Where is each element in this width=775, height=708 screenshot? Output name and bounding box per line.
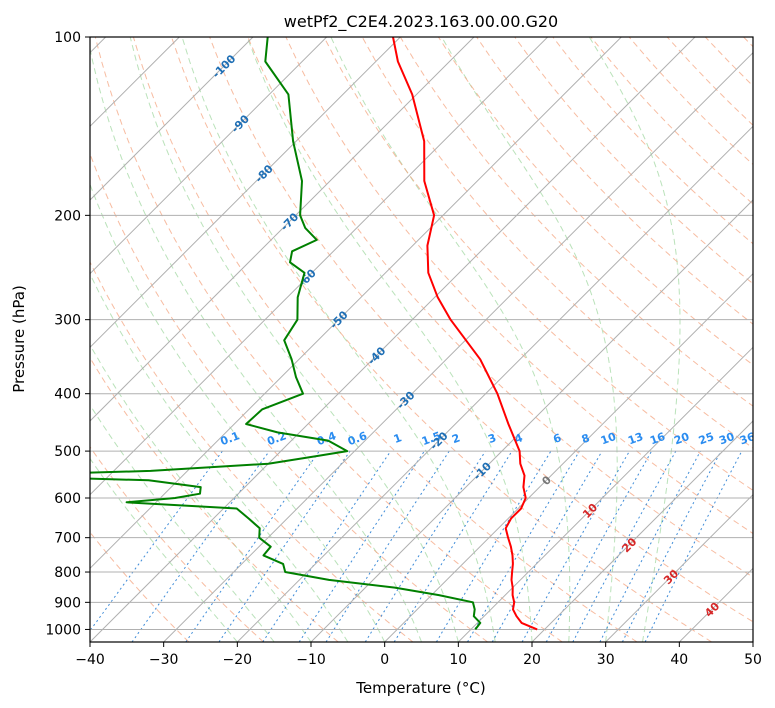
y-tick-label: 200 [54,208,81,224]
y-axis-ticks: 100 200 300 400 500 600 700 800 900 1000 [45,30,90,638]
mixing-ratio-label: 25 [697,430,716,447]
dry-adiabat [132,37,638,642]
y-tick-label: 400 [54,387,81,403]
mixing-ratio-line [521,450,630,642]
x-axis-label: Temperature (°C) [355,679,485,697]
mixing-ratio-line [185,450,320,642]
mixing-ratio-line [572,450,677,642]
y-tick-label: 300 [54,313,81,329]
isotherm-gridline [90,37,549,496]
pressure-gridlines [90,37,753,630]
isotherm-gridline [90,37,475,422]
x-tick-label: 50 [744,652,762,668]
moist-adiabat [90,404,275,642]
dry-adiabat [476,37,753,325]
isotherm-gridline [90,37,328,275]
x-axis-ticks: −40 −30 −20 −10 0 10 20 30 40 50 [75,642,762,668]
mixing-ratio-label: 0.6 [346,429,369,448]
moist-adiabat [246,37,533,642]
isotherm-gridline [90,37,254,201]
moist-adiabat [90,46,422,642]
mixing-ratio-label: 20 [672,430,691,448]
mixing-ratio-label: 8 [580,431,592,446]
mixing-ratio-lines [90,450,743,642]
moist-adiabat [330,37,571,642]
dewpoint-profile-line [90,37,482,631]
dry-adiabat [323,37,753,491]
mixing-ratio-label: 10 [599,430,618,448]
mixing-ratio-line [90,450,223,632]
mixing-ratio-label: 2 [450,431,462,446]
dry-adiabat [514,37,753,285]
isotherm-gridline [90,37,401,349]
isotherm-gridline [310,199,753,642]
isotherm-gridline [90,37,696,642]
x-tick-label: 10 [449,652,467,668]
x-tick-label: −30 [149,652,179,668]
dry-adiabat [90,260,414,642]
isotherm-gridline [605,493,753,642]
isotherm-gridline [457,346,753,642]
moist-adiabat [441,37,618,642]
mixing-ratio-line [393,450,513,642]
x-tick-label: −10 [296,652,326,668]
y-tick-label: 1000 [45,622,81,638]
mixing-ratio-labels: 0.1 0.2 0.4 0.6 1 1.5 2 3 4 6 8 10 13 16 20 25 30 36 [219,429,757,448]
dry-adiabat [209,37,753,623]
mixing-ratio-label: 3 [486,431,498,446]
moist-adiabat [588,37,681,642]
dry-adiabat [247,37,753,578]
mixing-ratio-line [491,450,603,642]
temperature-profile-line [392,37,538,631]
mixing-ratio-line [621,450,722,642]
mixing-ratio-label: 0.1 [219,429,242,448]
mixing-ratio-label: 6 [551,431,563,446]
mixing-ratio-line [298,450,425,642]
mixing-ratio-line [364,450,486,642]
mixing-ratio-label: 36 [738,430,757,448]
mixing-ratio-label: 16 [648,430,667,448]
moist-adiabat [129,37,459,642]
isotherm-gridline [236,125,753,642]
dry-adiabat [285,37,753,535]
moist-adiabat [90,182,386,642]
x-tick-label: 20 [523,652,541,668]
mixing-ratio-line [644,450,743,642]
mixing-ratio-line [599,450,701,642]
x-tick-label: 30 [597,652,615,668]
mixing-ratio-label: 30 [717,430,736,448]
moist-adiabat [90,272,349,642]
mixing-ratio-label: 1 [392,431,404,446]
dry-adiabat [90,446,264,642]
dry-adiabat [94,37,563,642]
dry-adiabats [90,37,753,642]
x-tick-label: −20 [223,652,253,668]
isotherm-gridline [384,272,753,642]
profile-lines [90,37,538,631]
isotherm-gridline [531,420,753,642]
chart-title: wetPf2_C2E4.2023.163.00.00.G20 [284,12,558,32]
x-tick-label: 0 [380,652,389,668]
y-tick-label: 600 [54,491,81,507]
y-axis-label: Pressure (hPa) [10,285,28,393]
x-tick-label: −40 [75,652,105,668]
y-tick-label: 500 [54,444,81,460]
x-tick-label: 40 [670,652,688,668]
mixing-ratio-line [325,450,450,642]
mixing-ratio-line [545,450,653,642]
y-tick-label: 800 [54,565,81,581]
plot-frame [89,36,754,643]
mixing-ratio-label: 13 [626,430,645,447]
y-tick-label: 700 [54,531,81,547]
isotherm-gridline [90,37,622,570]
moist-adiabat [90,457,238,642]
y-tick-label: 100 [54,30,81,46]
y-tick-label: 900 [54,595,81,611]
mixing-ratio-label: 1.5 [420,429,443,448]
dry-adiabat [171,37,712,642]
mixing-ratio-label: 4 [513,431,525,446]
